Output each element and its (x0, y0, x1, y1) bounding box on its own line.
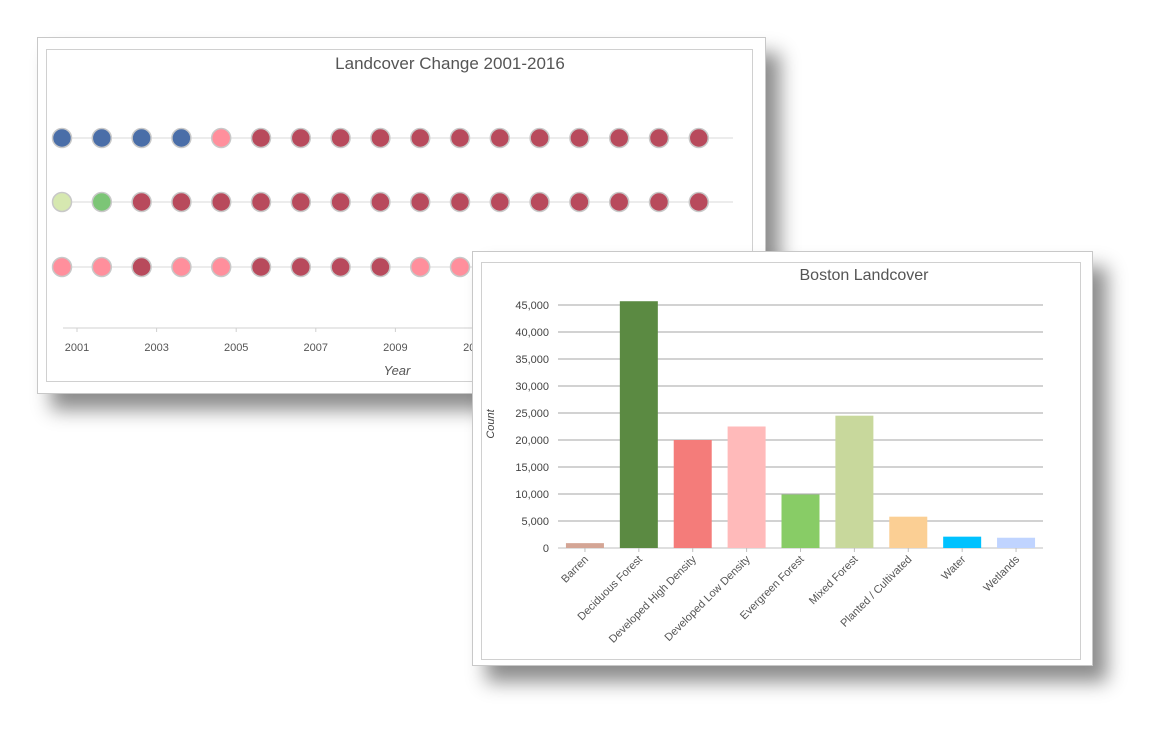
y-tick-label: 30,000 (515, 381, 549, 393)
data-point (569, 191, 590, 213)
data-point (370, 256, 391, 278)
x-tick-label: Mixed Forest (807, 554, 860, 607)
bar-barren (565, 543, 604, 548)
data-point (290, 256, 312, 278)
data-point (449, 256, 471, 278)
y-tick-label: 15,000 (515, 462, 549, 474)
y-tick-label: 35,000 (515, 354, 549, 366)
data-point (171, 127, 192, 149)
bar-evergreen-forest (781, 494, 820, 548)
data-point (131, 127, 152, 149)
data-point (569, 127, 590, 149)
y-tick-label: 45,000 (515, 300, 549, 312)
y-tick-label: 25,000 (515, 408, 549, 420)
data-point (608, 127, 630, 149)
data-point (409, 127, 431, 149)
data-point (330, 127, 351, 149)
y-tick-label: 20,000 (515, 435, 549, 447)
data-point (688, 191, 710, 213)
data-point (131, 256, 152, 278)
boston-landcover-chart: Boston Landcover Count 0 5,000 10,000 15,00… (472, 251, 1093, 666)
x-tick-label: Developed High Density (607, 553, 699, 645)
data-point (409, 191, 431, 213)
data-point (688, 127, 710, 149)
x-tick-label: 2005 (224, 342, 248, 354)
data-point (131, 191, 152, 213)
data-point (489, 191, 511, 213)
x-tick-label: 2009 (383, 342, 407, 354)
data-point (648, 127, 670, 149)
y-tick-label: 5,000 (521, 516, 549, 528)
data-point (489, 127, 511, 149)
data-point (51, 127, 73, 149)
data-point (171, 191, 192, 213)
bar-chart-svg: Boston Landcover Count 0 5,000 10,000 15,00… (485, 267, 1043, 646)
y-axis-label: Count (485, 408, 497, 438)
data-point (171, 256, 192, 278)
data-point (370, 127, 391, 149)
data-point (51, 191, 73, 213)
data-point (91, 127, 113, 149)
data-point (449, 127, 471, 149)
bar-developed-low-density (727, 426, 766, 548)
data-point (210, 256, 232, 278)
data-point (330, 191, 351, 213)
data-point (290, 191, 312, 213)
y-tick-label: 0 (543, 543, 549, 555)
bar-water (943, 536, 982, 548)
bar-developed-high-density (673, 440, 712, 548)
data-point (449, 191, 471, 213)
x-tick-label: Wetlands (981, 553, 1022, 594)
x-tick-label: 2007 (304, 342, 328, 354)
data-point (210, 127, 232, 149)
data-point (250, 127, 272, 149)
data-point (250, 256, 272, 278)
y-tick-label: 40,000 (515, 327, 549, 339)
bar-planted-cultivated (889, 516, 928, 548)
bar-wetlands (997, 537, 1036, 548)
data-point (91, 191, 113, 213)
x-tick-label: 2001 (65, 342, 89, 354)
data-point (290, 127, 312, 149)
bar-mixed-forest (835, 415, 874, 548)
data-point (250, 191, 272, 213)
x-tick-label: Barren (559, 554, 591, 586)
data-point (608, 191, 630, 213)
x-tick-label: 2003 (144, 342, 168, 354)
x-axis-label: Year (384, 363, 411, 378)
data-point (370, 191, 391, 213)
chart-title: Landcover Change 2001-2016 (335, 54, 565, 73)
data-point (529, 191, 550, 213)
data-point (409, 256, 431, 278)
x-tick-label: Water (939, 553, 968, 582)
data-point (210, 191, 232, 213)
landcover-change-chart: Landcover Change 2001-2016 Year 2001 2003… (37, 37, 766, 394)
chart-title: Boston Landcover (800, 267, 930, 284)
data-point (330, 256, 351, 278)
data-point (529, 127, 550, 149)
y-tick-label: 10,000 (515, 489, 549, 501)
data-point (51, 256, 73, 278)
bar-deciduous-forest (619, 301, 658, 548)
data-point (648, 191, 670, 213)
data-point (91, 256, 113, 278)
